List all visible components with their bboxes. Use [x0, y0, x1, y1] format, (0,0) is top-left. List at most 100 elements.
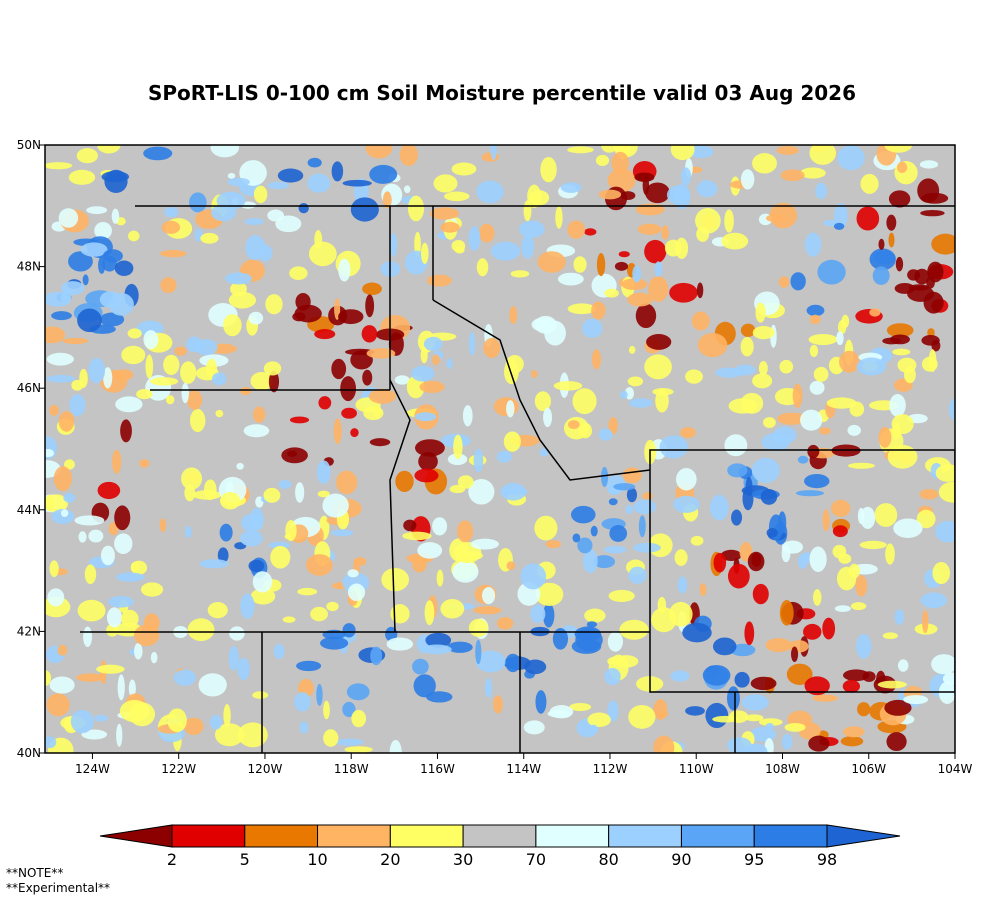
field-patch	[236, 462, 244, 470]
field-patch	[860, 506, 876, 530]
field-patch	[903, 366, 916, 384]
field-patch	[524, 659, 547, 675]
field-patch	[468, 618, 489, 637]
field-patch	[163, 354, 180, 375]
field-patch	[584, 228, 597, 236]
field-patch	[297, 587, 318, 596]
field-patch	[869, 308, 881, 317]
field-patch	[275, 215, 302, 233]
field-patch	[661, 225, 669, 240]
field-patch	[916, 509, 936, 529]
field-patch	[49, 560, 59, 578]
field-patch	[521, 234, 535, 259]
field-patch	[386, 637, 414, 651]
field-patch	[307, 173, 331, 193]
note: **Experimental**	[6, 881, 110, 895]
field-patch	[390, 604, 410, 624]
colorbar-label: 90	[671, 850, 691, 869]
field-patch	[299, 721, 309, 734]
field-patch	[648, 276, 669, 302]
field-patch	[625, 504, 634, 515]
field-patch	[539, 448, 549, 457]
field-patch	[350, 428, 359, 438]
field-patch	[744, 714, 764, 722]
colorbar: 2 5 10 20 30 70 80 90 95 98	[99, 824, 901, 869]
field-patch	[114, 533, 133, 554]
field-patch	[893, 518, 923, 539]
field-patch	[468, 331, 476, 356]
field-patch	[764, 737, 774, 753]
field-patch	[860, 173, 879, 194]
field-patch	[848, 563, 861, 579]
field-patch	[534, 515, 558, 541]
field-patch	[886, 732, 907, 752]
field-patch	[429, 207, 459, 220]
field-patch	[347, 569, 359, 578]
field-patch	[320, 636, 349, 650]
x-tick-label: 124W	[75, 762, 110, 776]
field-patch	[165, 395, 175, 405]
field-patch	[190, 408, 206, 433]
field-patch	[160, 249, 187, 258]
field-patch	[338, 309, 364, 325]
colorbar-bin	[462, 824, 537, 848]
field-patch	[96, 664, 125, 674]
x-tick-label: 104W	[938, 762, 973, 776]
field-patch	[308, 241, 337, 267]
field-patch	[614, 261, 629, 271]
field-patch	[199, 559, 229, 569]
field-patch	[412, 556, 427, 573]
field-patch	[792, 383, 803, 408]
field-patch	[45, 736, 57, 749]
field-patch	[712, 715, 739, 723]
field-patch	[653, 735, 675, 753]
field-patch	[545, 540, 562, 549]
field-patch	[584, 608, 606, 623]
field-patch	[819, 427, 831, 435]
field-patch	[598, 428, 613, 441]
field-patch	[506, 561, 516, 571]
field-patch	[809, 145, 837, 165]
field-patch	[268, 370, 280, 393]
field-patch	[609, 525, 628, 542]
field-patch	[646, 334, 672, 350]
field-patch	[628, 705, 656, 729]
field-patch	[423, 336, 443, 352]
field-patch	[724, 434, 748, 457]
field-patch	[776, 145, 799, 155]
field-patch	[47, 588, 65, 607]
field-patch	[440, 598, 465, 619]
field-patch	[106, 607, 122, 628]
field-patch	[143, 146, 173, 161]
field-patch	[412, 658, 429, 675]
field-patch	[81, 729, 108, 740]
field-patch	[596, 252, 606, 277]
axes: 124W 122W 120W 118W 116W 114W 112W 110W 108W 106W…	[17, 138, 973, 776]
colorbar-arrow-high	[826, 824, 901, 848]
field-patch	[654, 261, 663, 277]
field-patch	[346, 683, 370, 701]
field-patch	[510, 270, 530, 278]
field-patch	[779, 600, 794, 626]
field-patch	[778, 276, 790, 288]
field-patch	[245, 235, 266, 260]
field-patch	[627, 292, 653, 307]
x-tick-label: 118W	[334, 762, 369, 776]
field-patch	[501, 488, 528, 495]
field-patch	[108, 596, 135, 608]
field-patch	[479, 223, 495, 243]
field-patch	[128, 702, 156, 727]
field-patch	[335, 738, 364, 746]
field-patch	[263, 361, 282, 376]
field-patch	[51, 311, 72, 321]
field-patch	[330, 529, 354, 537]
field-patch	[473, 448, 484, 473]
field-patch	[509, 306, 518, 325]
field-patch	[888, 232, 895, 248]
field-patch	[813, 366, 829, 382]
field-patch	[557, 272, 584, 286]
field-patch	[657, 596, 667, 614]
field-patch	[884, 145, 913, 153]
x-tick-label: 108W	[765, 762, 800, 776]
colorbar-label: 5	[240, 850, 250, 869]
